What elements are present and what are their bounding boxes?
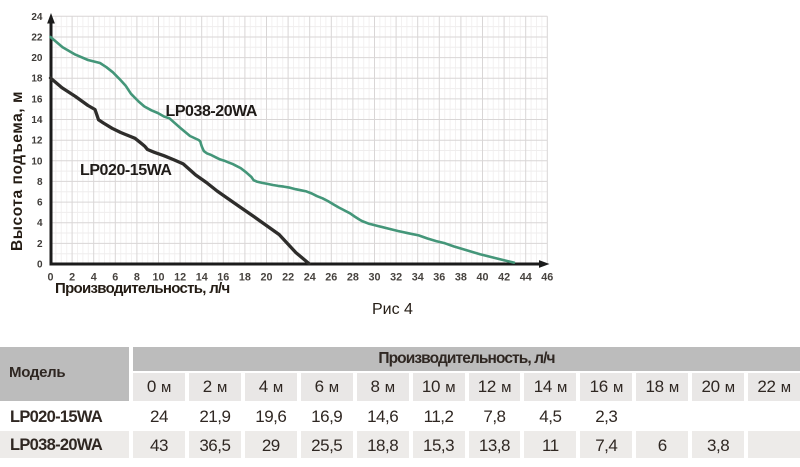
- svg-text:22: 22: [282, 272, 294, 284]
- svg-text:20: 20: [260, 272, 272, 284]
- svg-text:20: 20: [31, 53, 43, 64]
- svg-text:14: 14: [31, 115, 43, 126]
- svg-text:24: 24: [31, 12, 43, 23]
- svg-text:40: 40: [476, 272, 488, 284]
- svg-text:24: 24: [304, 272, 316, 284]
- svg-text:18: 18: [239, 272, 251, 284]
- svg-text:0: 0: [37, 260, 43, 271]
- svg-text:16: 16: [217, 272, 229, 284]
- svg-text:Высота подъема, м: Высота подъема, м: [9, 91, 26, 251]
- svg-text:6: 6: [37, 198, 43, 209]
- svg-text:14: 14: [196, 272, 208, 284]
- svg-text:Производительность, л/ч: Производительность, л/ч: [55, 280, 230, 297]
- svg-text:26: 26: [325, 272, 337, 284]
- svg-text:4: 4: [91, 272, 97, 284]
- svg-text:16: 16: [31, 94, 43, 105]
- svg-text:18: 18: [31, 74, 43, 85]
- svg-text:LP020-15WA: LP020-15WA: [80, 162, 172, 179]
- svg-text:10: 10: [31, 156, 43, 167]
- svg-text:0: 0: [47, 272, 53, 284]
- svg-text:Рис 4: Рис 4: [372, 301, 413, 318]
- svg-text:6: 6: [112, 272, 118, 284]
- svg-text:2: 2: [69, 272, 75, 284]
- svg-text:12: 12: [31, 136, 43, 147]
- svg-text:34: 34: [412, 272, 424, 284]
- svg-text:22: 22: [31, 33, 43, 44]
- svg-text:28: 28: [347, 272, 359, 284]
- svg-text:46: 46: [541, 272, 553, 284]
- svg-text:44: 44: [520, 272, 532, 284]
- svg-text:8: 8: [134, 272, 140, 284]
- svg-text:LP038-20WA: LP038-20WA: [166, 103, 258, 120]
- svg-text:2: 2: [37, 239, 43, 250]
- svg-text:38: 38: [455, 272, 467, 284]
- svg-text:10: 10: [152, 272, 164, 284]
- svg-text:36: 36: [433, 272, 445, 284]
- svg-text:42: 42: [498, 272, 510, 284]
- svg-text:30: 30: [368, 272, 380, 284]
- svg-text:8: 8: [37, 177, 43, 188]
- svg-text:32: 32: [390, 272, 402, 284]
- svg-text:4: 4: [37, 218, 43, 229]
- svg-text:12: 12: [174, 272, 186, 284]
